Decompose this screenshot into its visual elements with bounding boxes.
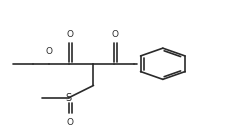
- Text: O: O: [112, 30, 119, 39]
- Text: O: O: [67, 30, 74, 39]
- Text: O: O: [45, 47, 52, 56]
- Text: S: S: [66, 93, 72, 103]
- Text: O: O: [67, 118, 74, 127]
